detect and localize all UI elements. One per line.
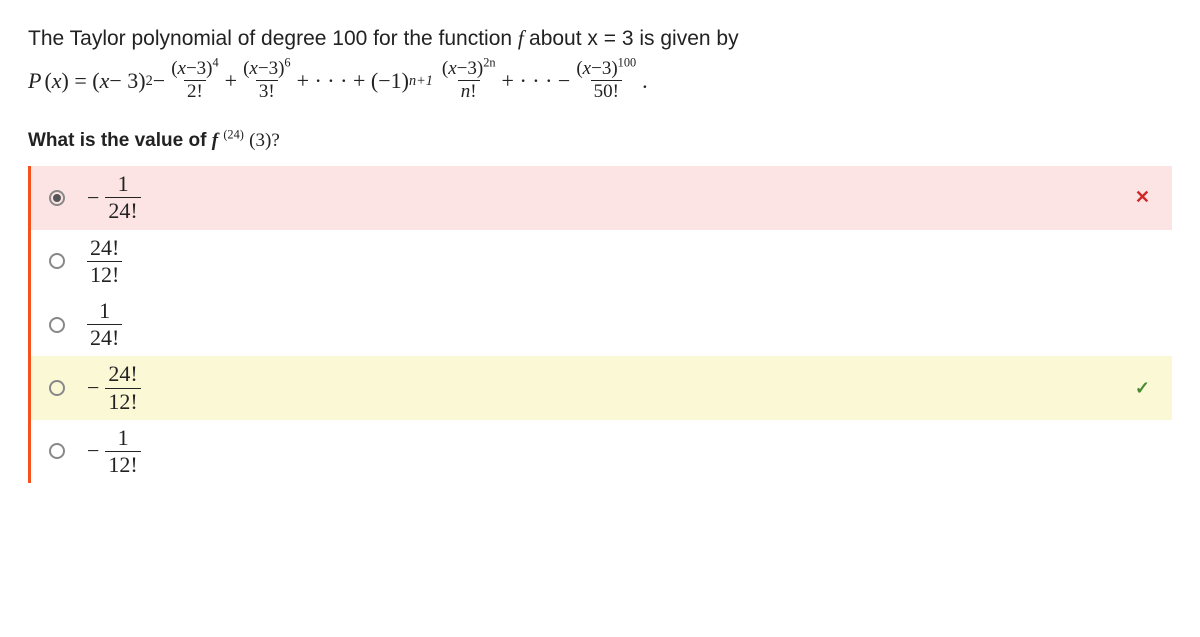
denominator: 24! bbox=[87, 324, 122, 350]
q-derivative-order: (24) bbox=[223, 128, 244, 142]
txt: ) = ( bbox=[62, 68, 100, 94]
e: 6 bbox=[284, 56, 290, 70]
np: n+1 bbox=[409, 73, 433, 89]
num: (x−3)100 bbox=[573, 59, 639, 80]
fraction: 24!12! bbox=[105, 362, 140, 413]
radio-button[interactable] bbox=[49, 253, 65, 269]
radio-button[interactable] bbox=[49, 190, 65, 206]
den: 3! bbox=[256, 80, 278, 102]
prompt-text-a: The Taylor polynomial of degree 100 for … bbox=[28, 27, 518, 50]
num: (x−3)4 bbox=[168, 59, 221, 80]
answer-option-3[interactable]: 124! bbox=[31, 293, 1172, 356]
negative-sign: − bbox=[87, 375, 99, 401]
numerator: 1 bbox=[115, 426, 132, 451]
t: −3) bbox=[591, 58, 618, 79]
dots: + · · · + (−1) bbox=[297, 68, 409, 94]
t: −3) bbox=[457, 58, 484, 79]
fraction: 124! bbox=[87, 299, 122, 350]
wrong-mark-icon: ✕ bbox=[1135, 187, 1150, 208]
radio-button[interactable] bbox=[49, 317, 65, 333]
sym-x: x bbox=[100, 68, 110, 94]
answer-option-2[interactable]: 24!12! bbox=[31, 230, 1172, 293]
numerator: 24! bbox=[87, 236, 122, 261]
denominator: 12! bbox=[87, 261, 122, 287]
term-2: (x−3)4 2! bbox=[168, 59, 221, 102]
radio-button[interactable] bbox=[49, 380, 65, 396]
op-minus: − bbox=[153, 68, 165, 94]
sym-x: x bbox=[52, 68, 62, 94]
numerator: 1 bbox=[115, 172, 132, 197]
fraction: 124! bbox=[105, 172, 140, 223]
formula-lead: P ( x ) = ( x − 3) 2 bbox=[28, 68, 153, 94]
option-expression: −124! bbox=[87, 172, 141, 223]
answer-option-1[interactable]: −124! ✕ bbox=[31, 166, 1172, 229]
term-last: (x−3)100 50! bbox=[573, 59, 639, 102]
e: 100 bbox=[618, 56, 637, 70]
bang: ! bbox=[470, 81, 476, 102]
taylor-formula: P ( x ) = ( x − 3) 2 − (x−3)4 2! + (x−3)… bbox=[28, 59, 1172, 102]
dots: + · · · − bbox=[502, 68, 571, 94]
t: −3) bbox=[186, 58, 213, 79]
den: n! bbox=[458, 80, 480, 102]
paren: ( bbox=[44, 68, 51, 94]
t: −3) bbox=[258, 58, 285, 79]
fraction: 24!12! bbox=[87, 236, 122, 287]
denominator: 24! bbox=[105, 197, 140, 223]
option-expression: −24!12! bbox=[87, 362, 141, 413]
x: x bbox=[249, 58, 257, 79]
option-expression: 124! bbox=[87, 299, 122, 350]
denominator: 12! bbox=[105, 451, 140, 477]
txt: − 3) bbox=[109, 68, 145, 94]
correct-mark-icon: ✓ bbox=[1135, 378, 1150, 399]
x: x bbox=[178, 58, 186, 79]
op-plus: + bbox=[225, 68, 237, 94]
e: 2n bbox=[483, 56, 495, 70]
answer-options: −124!✕24!12!124!−24!12!✓−112! bbox=[28, 166, 1172, 483]
period: . bbox=[642, 68, 648, 94]
fraction: 112! bbox=[105, 426, 140, 477]
numerator: 24! bbox=[105, 362, 140, 387]
den: 2! bbox=[184, 80, 206, 102]
n: n bbox=[461, 81, 471, 102]
x: x bbox=[448, 58, 456, 79]
question-prompt: The Taylor polynomial of degree 100 for … bbox=[28, 24, 1172, 53]
sym-P: P bbox=[28, 68, 41, 94]
answer-option-5[interactable]: −112! bbox=[31, 420, 1172, 483]
answer-option-4[interactable]: −24!12! ✓ bbox=[31, 356, 1172, 419]
option-expression: 24!12! bbox=[87, 236, 122, 287]
sub-question: What is the value of f (24) (3)? bbox=[28, 130, 1172, 152]
negative-sign: − bbox=[87, 185, 99, 211]
e2n: 2n bbox=[483, 56, 495, 70]
q-arg: (3)? bbox=[249, 130, 280, 151]
numerator: 1 bbox=[96, 299, 113, 324]
radio-button[interactable] bbox=[49, 443, 65, 459]
denominator: 12! bbox=[105, 388, 140, 414]
e: 4 bbox=[213, 56, 219, 70]
option-expression: −112! bbox=[87, 426, 141, 477]
q-f: f bbox=[212, 130, 218, 151]
prompt-text-b: about x = 3 is given by bbox=[529, 27, 739, 50]
term-3: (x−3)6 3! bbox=[240, 59, 293, 102]
term-n: (x−3)2n n! bbox=[439, 59, 499, 102]
num: (x−3)6 bbox=[240, 59, 293, 80]
den: 50! bbox=[591, 80, 622, 102]
x: x bbox=[583, 58, 591, 79]
num: (x−3)2n bbox=[439, 59, 499, 80]
prompt-fn: f bbox=[518, 26, 529, 50]
q-prefix: What is the value of bbox=[28, 130, 212, 151]
negative-sign: − bbox=[87, 438, 99, 464]
